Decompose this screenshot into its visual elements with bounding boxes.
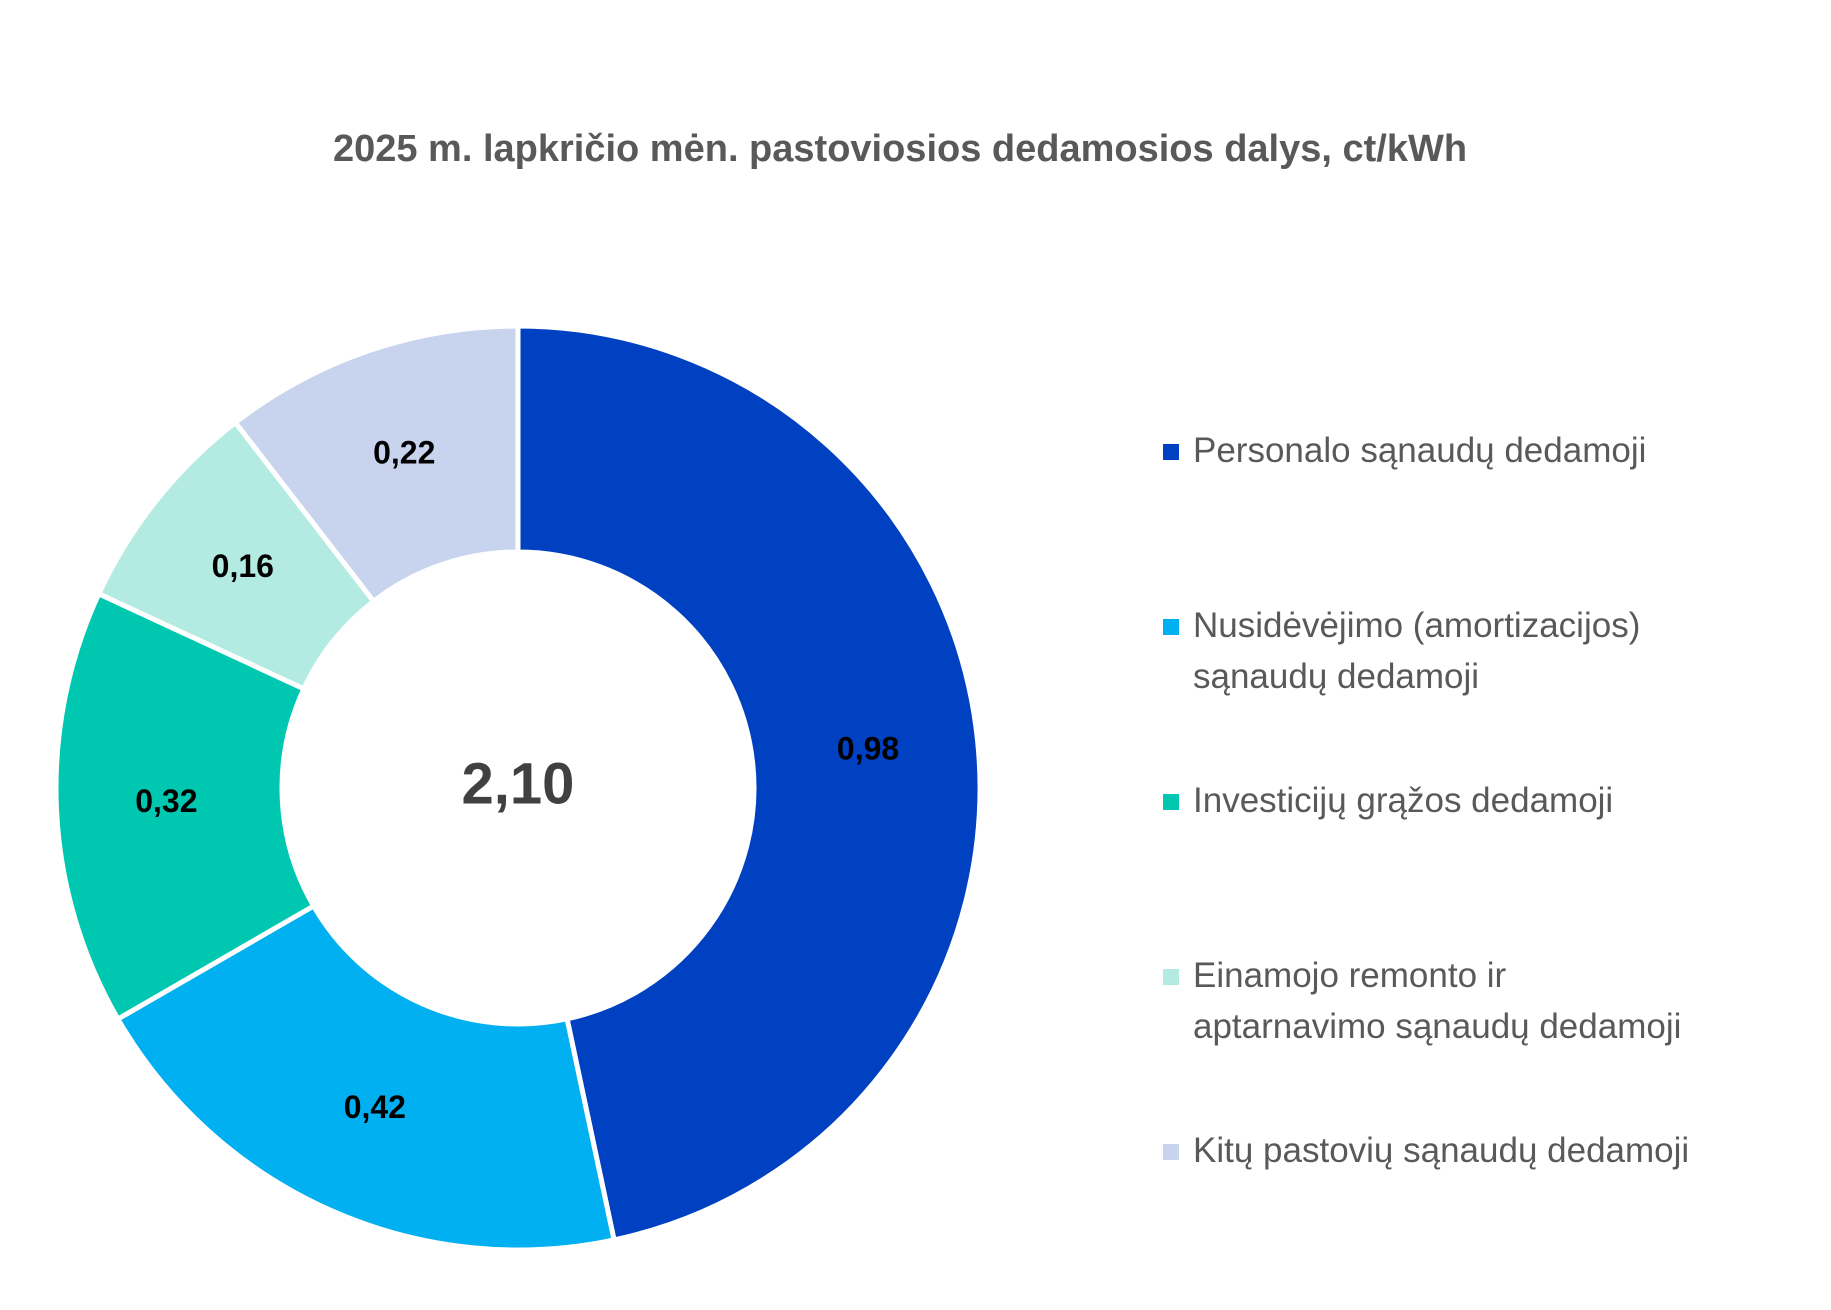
- legend-swatch-5: [1163, 1144, 1179, 1160]
- donut-slice-3: [53, 590, 318, 1023]
- legend: Personalo sąnaudų dedamoji Nusidėvėjimo (…: [1163, 0, 1823, 1310]
- legend-swatch-1: [1163, 444, 1179, 460]
- slice-value-label-4: 0,16: [212, 548, 274, 584]
- donut-slice-2: [114, 902, 618, 1253]
- legend-label-4: Einamojo remonto ir aptarnavimo sąnaudų …: [1193, 956, 1682, 1046]
- chart-title: 2025 m. lapkričio mėn. pastoviosios deda…: [332, 128, 1468, 170]
- donut-slice-1: [515, 323, 983, 1243]
- legend-item-4: Einamojo remonto ir aptarnavimo sąnaudų …: [1163, 950, 1681, 1052]
- legend-swatch-2: [1163, 619, 1179, 635]
- donut-chart: 0,98 0,42 0,32 0,16 0,22 2,10: [53, 323, 983, 1253]
- slice-value-label-5: 0,22: [373, 434, 435, 470]
- center-total-label: 2,10: [462, 751, 575, 816]
- legend-swatch-3: [1163, 794, 1179, 810]
- slice-value-label-1: 0,98: [837, 731, 899, 767]
- donut-slice-5: [231, 323, 521, 605]
- slice-value-label-3: 0,32: [135, 783, 197, 819]
- legend-label-5: Kitų pastovių sąnaudų dedamoji: [1193, 1131, 1690, 1170]
- legend-label-1: Personalo sąnaudų dedamoji: [1193, 431, 1647, 470]
- slice-value-label-2: 0,42: [344, 1089, 406, 1125]
- legend-item-2: Nusidėvėjimo (amortizacijos) sąnaudų ded…: [1163, 600, 1640, 702]
- legend-item-1: Personalo sąnaudų dedamoji: [1163, 425, 1646, 476]
- legend-item-5: Kitų pastovių sąnaudų dedamoji: [1163, 1125, 1689, 1176]
- legend-label-2: Nusidėvėjimo (amortizacijos) sąnaudų ded…: [1193, 606, 1641, 696]
- legend-label-3: Investicijų grąžos dedamoji: [1193, 781, 1614, 820]
- legend-item-3: Investicijų grąžos dedamoji: [1163, 775, 1613, 826]
- legend-swatch-4: [1163, 969, 1179, 985]
